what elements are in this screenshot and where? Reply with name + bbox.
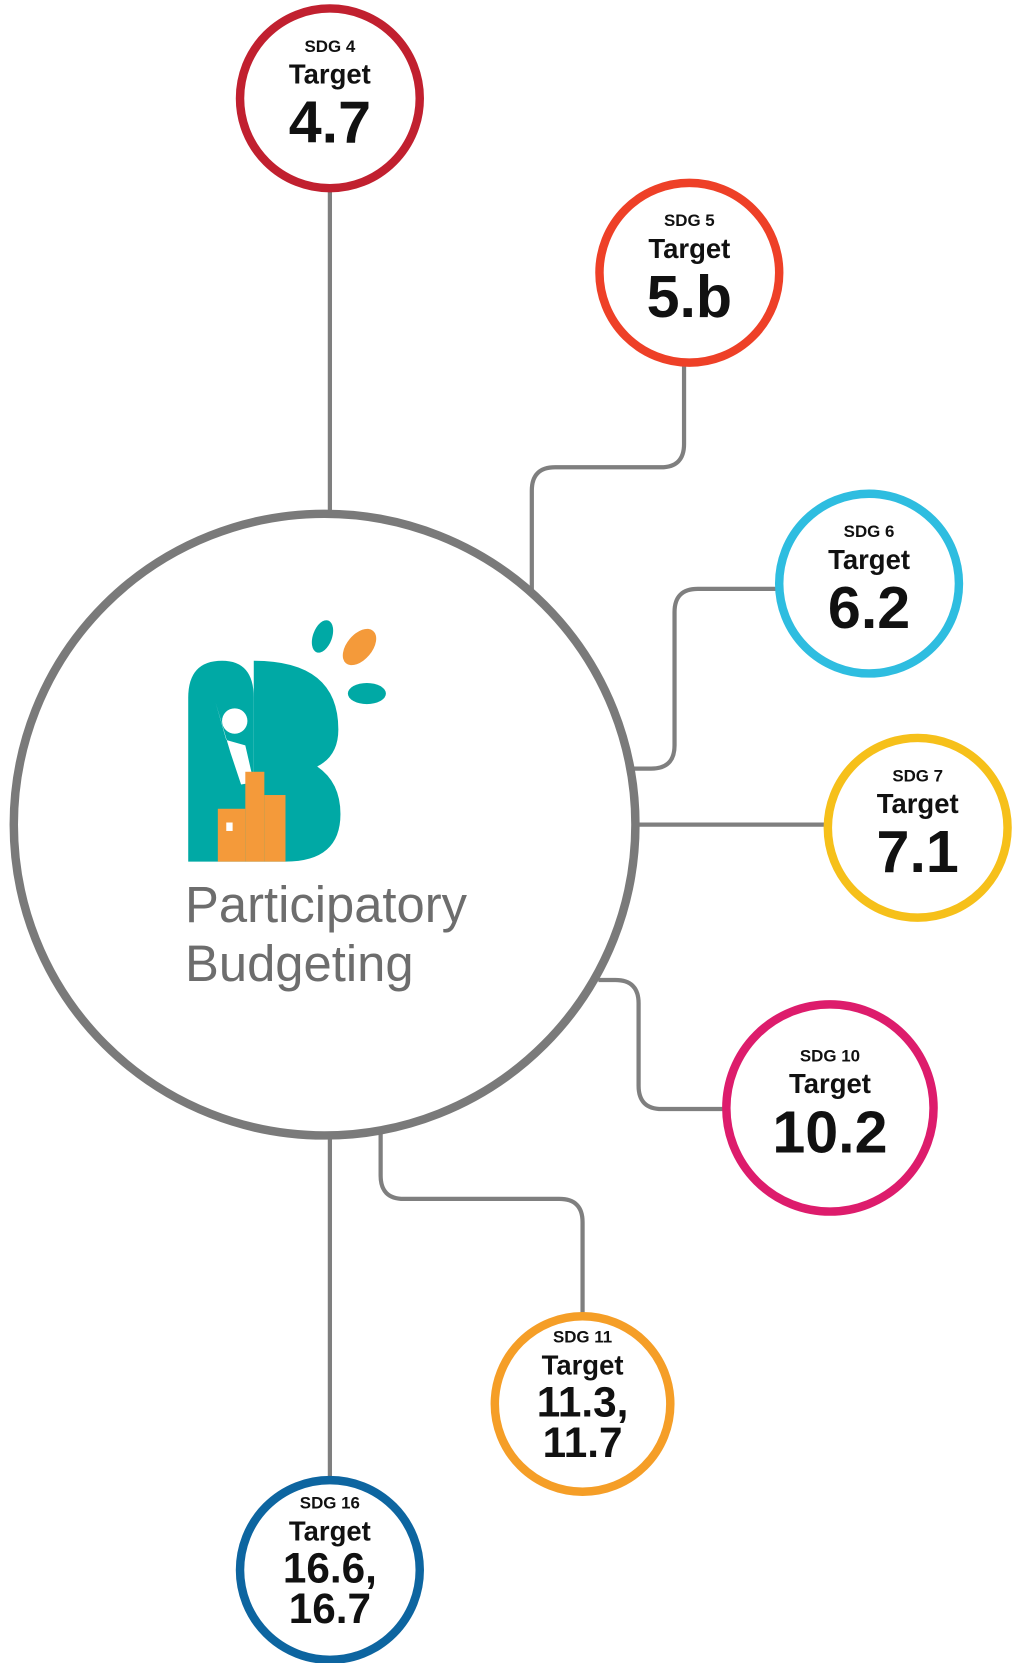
sdg-node <box>235 1475 424 1663</box>
target-label: Target <box>542 1349 624 1380</box>
sdg-node <box>774 489 964 678</box>
target-label: Target <box>648 233 730 264</box>
sdg-node <box>722 1000 938 1216</box>
connector <box>529 362 687 593</box>
sdg-label: SDG 7 <box>892 766 943 785</box>
target-value: 16.6, <box>283 1545 377 1592</box>
target-value: 11.3, <box>537 1379 629 1426</box>
target-label: Target <box>289 59 371 90</box>
brand-line: Budgeting <box>185 935 414 992</box>
connector <box>598 977 727 1112</box>
sdg-label: SDG 5 <box>664 211 715 230</box>
target-label: Target <box>289 1515 371 1546</box>
sdg-node <box>490 1312 675 1496</box>
connector <box>632 586 780 771</box>
sdg-node <box>235 4 424 193</box>
target-value: 10.2 <box>772 1098 887 1165</box>
sdg-node <box>595 178 784 367</box>
target-value: 7.1 <box>877 818 959 885</box>
sdg-label: SDG 4 <box>305 37 356 56</box>
connector <box>378 1131 585 1317</box>
target-value: 5.b <box>647 263 733 330</box>
target-value: 6.2 <box>828 574 910 641</box>
sdg-node <box>823 733 1012 922</box>
sdg-label: SDG 11 <box>553 1328 612 1347</box>
target-label: Target <box>877 788 959 819</box>
connectors <box>327 188 828 1481</box>
target-value: 16.7 <box>289 1585 371 1632</box>
sdg-label: SDG 6 <box>844 522 895 541</box>
target-value: 4.7 <box>289 89 371 156</box>
target-value: 11.7 <box>543 1419 623 1466</box>
sdg-label: SDG 16 <box>300 1494 360 1513</box>
logo <box>188 620 386 862</box>
target-label: Target <box>789 1068 871 1099</box>
brand-line: Participatory <box>185 876 468 933</box>
sdg-label: SDG 10 <box>800 1046 860 1065</box>
target-label: Target <box>828 544 910 575</box>
